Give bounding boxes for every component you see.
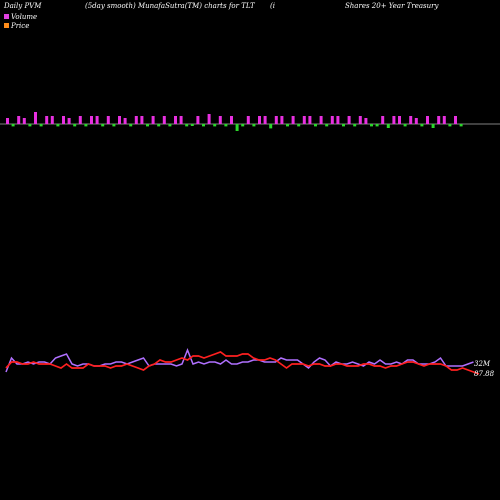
pvm-bar — [459, 124, 463, 127]
volume-value-label: 32M — [474, 360, 491, 368]
pvm-bar — [274, 116, 278, 124]
pvm-bar — [252, 124, 256, 127]
pvm-bar — [22, 118, 26, 124]
pvm-bar — [6, 118, 9, 124]
pvm-bar — [17, 116, 21, 124]
pvm-bar — [106, 116, 110, 124]
pvm-bar — [403, 124, 407, 127]
pvm-bar — [168, 124, 172, 127]
pvm-bar — [129, 124, 133, 127]
pvm-bar — [370, 124, 373, 127]
pvm-bar — [375, 124, 379, 127]
pvm-bar — [202, 124, 205, 127]
pvm-bar — [67, 118, 71, 124]
pvm-bar — [207, 114, 211, 124]
chart-title-right: Shares 20+ Year Treasury — [345, 2, 439, 10]
pvm-bar — [319, 116, 323, 124]
pvm-bar — [151, 116, 155, 124]
chart-title-left: Daily PVM — [4, 2, 42, 10]
pvm-bar — [56, 124, 60, 127]
legend-swatch-price — [4, 23, 9, 28]
pvm-bar — [342, 124, 345, 127]
pvm-bar — [398, 116, 401, 124]
pvm-bar — [258, 116, 261, 124]
pvm-bar — [442, 116, 446, 124]
pvm-bar — [414, 118, 418, 124]
pvm-bar — [95, 116, 99, 124]
pvm-bar — [381, 116, 385, 124]
legend-swatch-volume — [4, 14, 9, 19]
pvm-bar — [336, 116, 340, 124]
pvm-bar — [157, 124, 161, 127]
volume-line — [5, 347, 474, 373]
price-line — [5, 351, 480, 375]
pvm-bar — [241, 124, 245, 127]
pvm-bar — [62, 116, 65, 124]
pvm-bar — [174, 116, 177, 124]
pvm-bar — [196, 116, 200, 124]
legend-label-price: Price — [11, 21, 30, 30]
pvm-bar — [78, 116, 82, 124]
pvm-bar — [364, 118, 368, 124]
pvm-bar — [123, 118, 127, 124]
pvm-bar — [286, 124, 289, 127]
pvm-bar — [291, 116, 295, 124]
pvm-bar — [11, 124, 15, 127]
pvm-bar — [140, 116, 144, 124]
pvm-bar — [213, 124, 217, 127]
pvm-bar — [437, 116, 441, 124]
legend-label-volume: Volume — [11, 12, 38, 21]
pvm-bar — [224, 124, 228, 127]
pvm-bar — [134, 116, 138, 124]
pvm-bar — [50, 116, 54, 124]
pvm-bar — [230, 116, 233, 124]
pvm-bar — [28, 124, 32, 127]
pvm-bar — [302, 116, 306, 124]
legend-item-volume: Volume — [4, 12, 37, 21]
pvm-bar — [454, 116, 457, 124]
pvm-bar — [409, 116, 413, 124]
pvm-bar — [426, 116, 429, 124]
pvm-bar — [314, 124, 317, 127]
legend-item-price: Price — [4, 21, 37, 30]
pvm-bar — [73, 124, 77, 127]
pvm-bar — [330, 116, 334, 124]
pvm-bar — [347, 116, 351, 124]
pvm-bar — [90, 116, 93, 124]
pvm-bar — [297, 124, 301, 127]
pvm-bar — [420, 124, 424, 127]
pvm-bar — [118, 116, 121, 124]
legend: Volume Price — [4, 12, 37, 30]
pvm-bar — [179, 116, 183, 124]
pvm-bar — [448, 124, 452, 127]
pvm-bar — [190, 124, 194, 126]
pvm-bar — [235, 124, 239, 131]
price-value-label: 87.88 — [474, 370, 495, 378]
pvm-bar — [45, 116, 49, 124]
pvm-bar — [325, 124, 329, 127]
chart-title-middle: (5day smooth) MunafaSutra(TM) charts for… — [85, 2, 255, 10]
pvm-bar — [386, 124, 390, 128]
pvm-bar — [112, 124, 116, 127]
pvm-bar — [269, 124, 273, 129]
pvm-bar — [392, 116, 396, 124]
pvm-bar — [308, 116, 312, 124]
pvm-bar — [353, 124, 357, 127]
pvm-bar — [34, 112, 37, 124]
pvm-bar — [146, 124, 149, 127]
pvm-bar — [162, 116, 166, 124]
pvm-bar — [218, 116, 222, 124]
pvm-bar — [84, 124, 88, 127]
pvm-bar — [280, 116, 284, 124]
pvm-bar — [39, 124, 43, 127]
pvm-bar — [101, 124, 105, 127]
pvm-bar — [263, 116, 267, 124]
pvm-bar — [246, 116, 250, 124]
pvm-bar — [358, 116, 362, 124]
pvm-bar — [431, 124, 435, 128]
chart-title-right-prefix: (i — [270, 2, 275, 10]
pvm-bar — [185, 124, 189, 127]
